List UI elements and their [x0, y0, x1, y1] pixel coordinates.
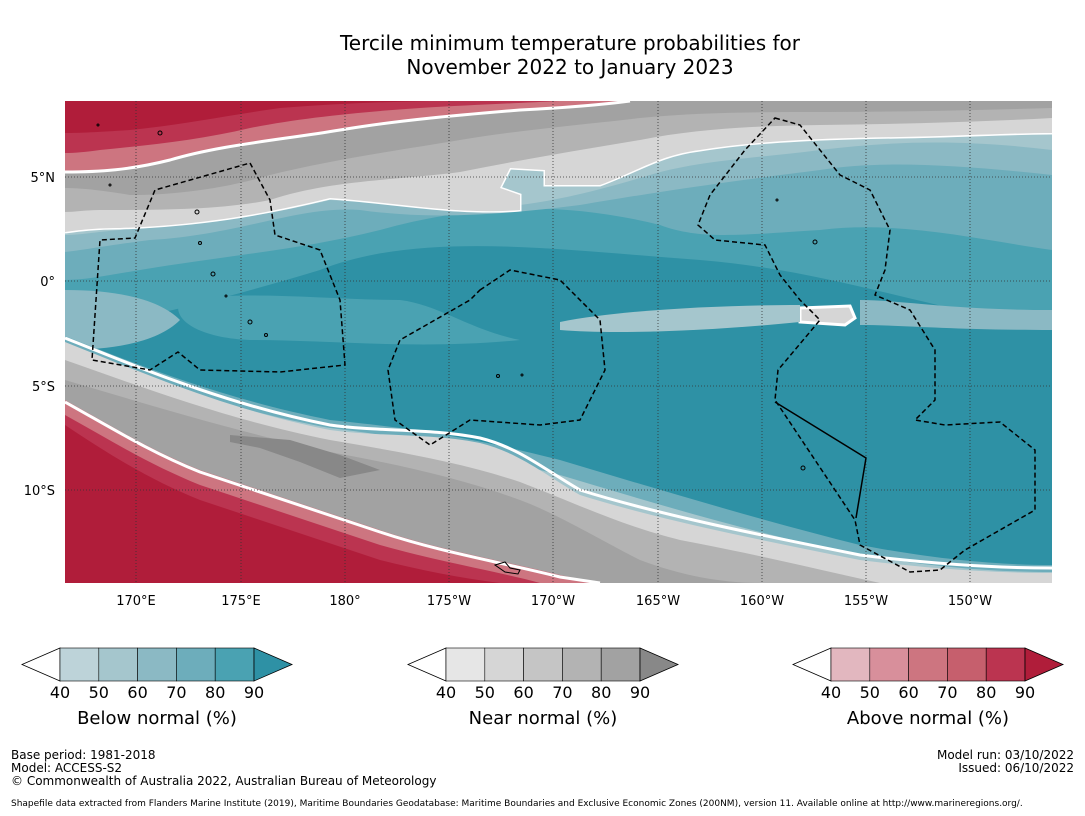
colorbar-near-tick: 70	[552, 683, 573, 702]
below-normal-50-patch	[560, 305, 800, 333]
colorbar-above-tick: 40	[820, 683, 842, 702]
colorbar-below-tick: 60	[127, 683, 148, 702]
colorbar-below-swatch	[176, 647, 216, 682]
map-area	[65, 101, 1052, 583]
colorbar-below-tick: 40	[49, 683, 71, 702]
below-normal-80-patch	[178, 295, 520, 345]
model-name: Model: ACCESS-S2	[11, 761, 123, 775]
colorbar-near-normal	[406, 647, 680, 682]
colorbar-near-high-extend	[639, 647, 680, 682]
gridlines	[65, 101, 1052, 583]
colorbar-below-tick: 90	[243, 683, 265, 702]
lon-label-155w: 155°W	[844, 594, 888, 609]
near-normal-patch	[798, 304, 857, 327]
model-run: Model run: 03/10/2022	[936, 748, 1074, 762]
colorbar-near-low-extend	[406, 647, 447, 682]
eez-boundaries	[91, 117, 1036, 573]
colorbar-near-tick: 60	[513, 683, 534, 702]
colorbar-below-swatch	[214, 647, 255, 682]
colorbar-below-tick: 70	[166, 683, 187, 702]
colorbar-above-swatch	[908, 647, 948, 682]
colorbar-near-swatch	[523, 647, 563, 682]
colorbar-below-swatch	[59, 647, 100, 682]
colorbar-below-swatch	[137, 647, 177, 682]
lon-label-160w: 160°W	[740, 594, 784, 609]
colorbar-above-low-extend	[791, 647, 832, 682]
colorbar-above-swatch	[985, 647, 1026, 682]
above-normal-90-north	[65, 101, 430, 133]
below-normal-60-west	[65, 290, 180, 350]
colorbar-near-tick: 40	[435, 683, 457, 702]
south-above-contour	[65, 400, 601, 583]
near-normal-90-patch	[230, 435, 380, 478]
lat-label-10s: 10°S	[24, 484, 55, 499]
colorbar-above-label: Above normal (%)	[846, 708, 1010, 729]
colorbar-above-tick: 60	[898, 683, 919, 702]
north-above-contour	[65, 101, 631, 174]
colorbar-below-low-extend	[20, 647, 61, 682]
colorbar-near-tick: 80	[591, 683, 612, 702]
colorbar-above-swatch	[830, 647, 871, 682]
lon-label-180: 180°	[329, 594, 360, 609]
colorbar-above-tick: 50	[859, 683, 880, 702]
colorbar-below-swatch	[98, 647, 138, 682]
below-normal-60-patch	[860, 300, 1052, 330]
chart-title: Tercile minimum temperature probabilitie…	[0, 31, 1085, 79]
lat-label-5s: 5°S	[32, 380, 55, 395]
colorbar-near-swatch	[600, 647, 641, 682]
colorbar-near-tick: 50	[474, 683, 495, 702]
eez-kiribati-phoenix	[387, 269, 606, 446]
issued-date: Issued: 06/10/2022	[958, 761, 1074, 775]
colorbar-above-high-extend	[1024, 647, 1065, 682]
lat-label-5n: 5°N	[31, 171, 56, 186]
colorbar-above-swatch	[947, 647, 987, 682]
shapefile-credit: Shapefile data extracted from Flanders M…	[11, 799, 1023, 809]
colorbar-below-high-extend	[253, 647, 294, 682]
colorbar-above-normal	[791, 647, 1065, 682]
lon-label-170w: 170°W	[531, 594, 575, 609]
colorbar-near-swatch	[484, 647, 524, 682]
colorbar-above-tick: 90	[1014, 683, 1036, 702]
eez-solid-boundary	[774, 401, 867, 519]
colorbar-near-tick: 90	[629, 683, 651, 702]
colorbar-below-tick: 80	[205, 683, 226, 702]
colorbar-above-swatch	[869, 647, 909, 682]
base-period: Base period: 1981-2018	[11, 748, 156, 762]
colorbar-near-label: Near normal (%)	[468, 708, 618, 729]
colorbar-above-tick: 80	[976, 683, 997, 702]
lon-label-170e: 170°E	[116, 594, 156, 609]
copyright: © Commonwealth of Australia 2022, Austra…	[11, 774, 437, 788]
colorbar-below-label: Below normal (%)	[77, 708, 237, 729]
islands	[96, 123, 818, 575]
above-normal-90-south	[65, 425, 500, 583]
map-figure: 5°N 0° 5°S 10°S 170°E 175°E 180° 175°W 1…	[24, 101, 1052, 609]
lat-label-0: 0°	[40, 275, 55, 290]
footer-right: Model run: 03/10/2022 Issued: 06/10/2022	[937, 749, 1074, 775]
lon-label-175e: 175°E	[221, 594, 261, 609]
lon-label-150w: 150°W	[948, 594, 992, 609]
footer-left: Base period: 1981-2018 Model: ACCESS-S2 …	[11, 749, 436, 788]
eez-kiribati-line	[697, 117, 1036, 573]
title-line-1: Tercile minimum temperature probabilitie…	[339, 31, 801, 55]
colorbar-above-tick: 70	[937, 683, 958, 702]
colorbar-below-tick: 50	[88, 683, 109, 702]
colorbar-near-swatch	[562, 647, 602, 682]
colorbar-below-normal	[20, 647, 294, 682]
lon-label-175w: 175°W	[427, 594, 471, 609]
colorbar-near-swatch	[445, 647, 486, 682]
colorbars-graphic	[20, 647, 1065, 682]
title-line-2: November 2022 to January 2023	[406, 55, 734, 79]
lon-label-165w: 165°W	[636, 594, 680, 609]
